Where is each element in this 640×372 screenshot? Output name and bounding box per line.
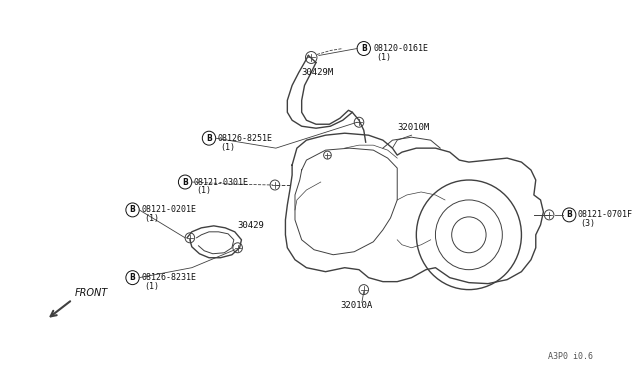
Text: FRONT: FRONT xyxy=(76,288,108,298)
Text: 08121-0301E: 08121-0301E xyxy=(194,177,249,186)
Text: (1): (1) xyxy=(144,282,159,291)
Text: (1): (1) xyxy=(220,142,236,152)
Text: B: B xyxy=(130,205,136,214)
Text: (1): (1) xyxy=(144,214,159,223)
Text: (1): (1) xyxy=(196,186,212,195)
Text: 32010A: 32010A xyxy=(340,301,372,310)
Text: 08126-8251E: 08126-8251E xyxy=(218,134,273,143)
Text: B: B xyxy=(130,273,136,282)
Text: (3): (3) xyxy=(580,219,596,228)
Text: 08120-0161E: 08120-0161E xyxy=(373,44,428,53)
Text: 08126-8231E: 08126-8231E xyxy=(141,273,196,282)
Text: 08121-0201E: 08121-0201E xyxy=(141,205,196,214)
Text: B: B xyxy=(361,44,367,53)
Text: B: B xyxy=(182,177,188,186)
Text: (1): (1) xyxy=(376,53,391,62)
Text: B: B xyxy=(206,134,212,143)
Text: A3P0 i0.6: A3P0 i0.6 xyxy=(548,352,593,361)
Text: 08121-0701F: 08121-0701F xyxy=(578,211,633,219)
Text: B: B xyxy=(566,211,572,219)
Text: 32010M: 32010M xyxy=(397,123,429,132)
Text: 30429M: 30429M xyxy=(301,68,334,77)
Text: 30429: 30429 xyxy=(237,221,264,230)
